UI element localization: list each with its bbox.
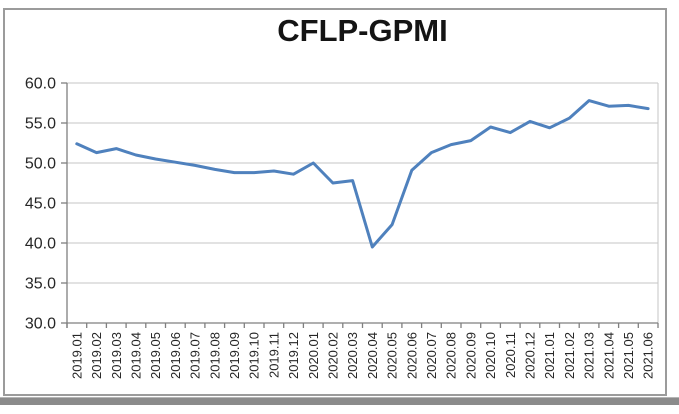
- x-tick-label: 2019.03: [109, 332, 124, 379]
- y-tick-label: 50.0: [25, 156, 56, 173]
- x-tick-label: 2019.05: [148, 332, 163, 379]
- window-bottom-edge: [0, 397, 679, 405]
- y-tick-label: 55.0: [25, 116, 56, 133]
- x-tick-label: 2020.10: [483, 332, 498, 379]
- x-tick-label: 2020.07: [424, 332, 439, 379]
- y-tick-label: 35.0: [25, 276, 56, 293]
- x-tick-label: 2019.01: [69, 332, 84, 379]
- x-tick-label: 2020.09: [463, 332, 478, 379]
- chart-title: CFLP-GPMI: [277, 13, 448, 48]
- x-tick-label: 2019.08: [207, 332, 222, 379]
- x-tick-label: 2020.03: [345, 332, 360, 379]
- x-tick-label: 2019.10: [247, 332, 262, 379]
- x-tick-label: 2021.03: [582, 332, 597, 379]
- x-tick-label: 2021.04: [601, 332, 616, 379]
- x-tick-label: 2020.08: [444, 332, 459, 379]
- x-tick-label: 2019.07: [188, 332, 203, 379]
- chart-frame: [3, 8, 667, 396]
- y-tick-label: 30.0: [25, 316, 56, 333]
- x-tick-label: 2021.06: [641, 332, 656, 379]
- y-tick-label: 40.0: [25, 236, 56, 253]
- x-tick-label: 2019.12: [286, 332, 301, 379]
- y-tick-label: 45.0: [25, 196, 56, 213]
- x-tick-label: 2020.01: [306, 332, 321, 379]
- x-tick-label: 2020.05: [385, 332, 400, 379]
- x-tick-label: 2021.05: [621, 332, 636, 379]
- x-tick-label: 2019.11: [266, 332, 281, 378]
- x-tick-label: 2020.11: [503, 332, 518, 378]
- x-tick-label: 2019.09: [227, 332, 242, 379]
- x-tick-label: 2020.06: [404, 332, 419, 379]
- x-tick-label: 2019.02: [89, 332, 104, 379]
- x-tick-label: 2020.02: [325, 332, 340, 379]
- x-tick-label: 2021.01: [542, 332, 557, 379]
- x-tick-label: 2019.04: [128, 332, 143, 379]
- x-tick-label: 2020.04: [365, 332, 380, 379]
- x-tick-label: 2019.06: [168, 332, 183, 379]
- series-line-cflp-gpmi: [75, 99, 650, 249]
- y-tick-label: 60.0: [25, 76, 56, 93]
- x-tick-label: 2021.02: [562, 332, 577, 379]
- x-tick-label: 2020.12: [522, 332, 537, 379]
